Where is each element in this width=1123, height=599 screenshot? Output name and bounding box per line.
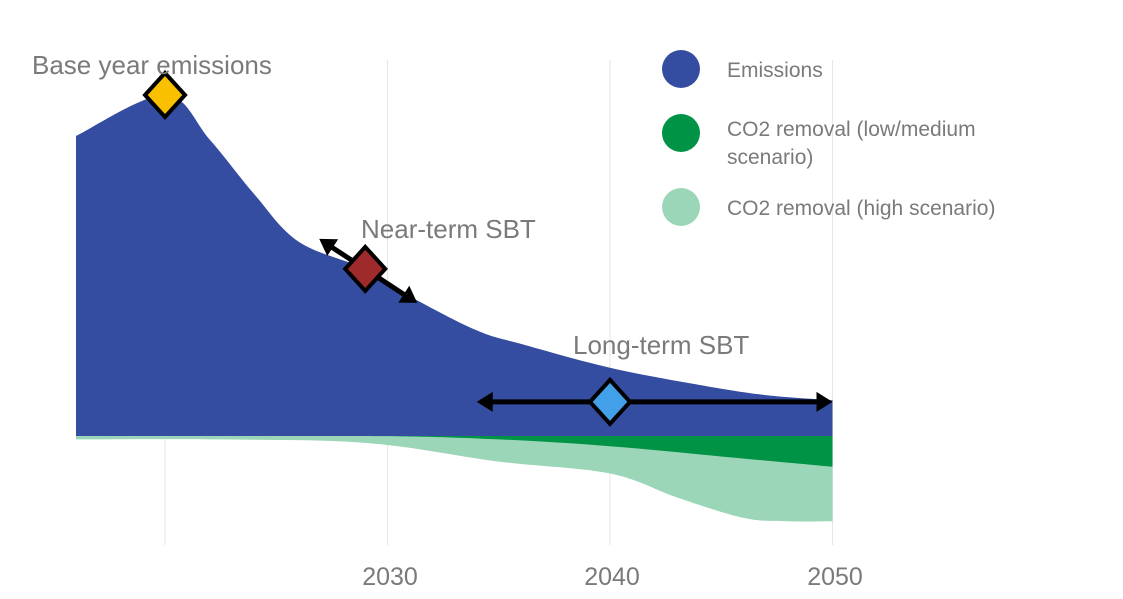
long-term-marker xyxy=(587,376,633,427)
near-term-arrow-start xyxy=(319,238,339,257)
annotation-labels: Base year emissions Near-term SBT Long-t… xyxy=(32,50,749,360)
arrowhead-icon xyxy=(319,238,339,257)
long-term-label: Long-term SBT xyxy=(573,330,749,360)
arrowhead-icon xyxy=(476,391,493,412)
legend-swatch-low-removal xyxy=(662,114,700,152)
x-tick-label: 2050 xyxy=(807,563,863,591)
legend-swatch-high-removal xyxy=(662,188,700,226)
arrowhead-icon xyxy=(816,391,833,412)
series-area-removal-high xyxy=(76,436,833,522)
annotation-markers xyxy=(142,70,833,427)
series-areas xyxy=(76,94,833,522)
legend-label: Emissions xyxy=(727,59,823,82)
x-axis: 2030 2040 2050 xyxy=(362,563,863,591)
near-term-label: Near-term SBT xyxy=(361,214,536,244)
series-area-removal-low xyxy=(76,435,833,467)
legend-label: CO2 removal (high scenario) xyxy=(727,197,995,220)
base-year-marker xyxy=(142,70,188,120)
base-year-label: Base year emissions xyxy=(32,50,272,80)
legend-swatch-emissions xyxy=(662,50,700,88)
arrowhead-icon xyxy=(398,285,418,303)
legend-label: CO2 removal (low/medium scenario) xyxy=(727,118,976,169)
long-term-arrow-end xyxy=(816,391,833,412)
x-tick-label: 2030 xyxy=(362,563,418,591)
near-term-arrow-end xyxy=(398,285,418,303)
x-tick-label: 2040 xyxy=(584,563,640,591)
legend: Emissions CO2 removal (low/medium scenari… xyxy=(662,50,995,226)
long-term-arrow-start xyxy=(476,391,493,412)
near-term-marker xyxy=(342,243,388,294)
series-area-emissions xyxy=(76,94,833,437)
